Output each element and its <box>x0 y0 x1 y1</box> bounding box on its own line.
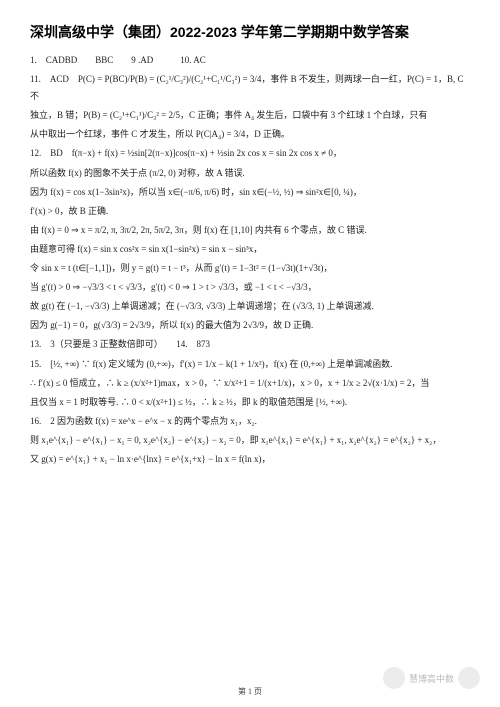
answer-row-12h: 当 g′(t) > 0 ⇒ −√3/3 < t < √3/3，g′(t) < 0… <box>30 279 470 296</box>
answer-row-12d: f′(x) > 0，故 B 正确. <box>30 203 470 220</box>
answer-row-13-14: 13. 3（只要是 3 正整数倍即可） 14. 873 <box>30 336 470 353</box>
q12-text9: 故 g(t) 在 (−1, −√3/3) 上单调递减；在 (−√3/3, √3/… <box>30 301 374 311</box>
page-title: 深圳高级中学（集团）2022-2023 学年第二学期期中数学答案 <box>30 22 470 42</box>
answer-row-11c: 从中取出一个红球，事件 C 才发生，所以 P(C|A₄) = 3/4，D 正确。 <box>30 126 470 143</box>
q11-text2: 独立，B 错；P(B) = (C₂¹+C₁¹)/C₃² = 2/5，C 正确；事… <box>30 110 427 120</box>
q12-text7: 令 sin x = t (t∈[−1,1])，则 y = g(t) = t − … <box>30 263 332 273</box>
answer-row-16c: 又 g(x) = e^{x₁} + x₁ − ln x·e^{lnx} = e^… <box>30 451 470 468</box>
answer-row-12i: 故 g(t) 在 (−1, −√3/3) 上单调递减；在 (−√3/3, √3/… <box>30 298 470 315</box>
q12-text2: 所以函数 f(x) 的图象不关于点 (π/2, 0) 对称，故 A 错误. <box>30 168 245 178</box>
answer-row-16b: 则 x₁e^{x₁} − e^{x₁} − x₁ = 0, x₂e^{x₂} −… <box>30 432 470 449</box>
answer-page: 深圳高级中学（集团）2022-2023 学年第二学期期中数学答案 1. CADB… <box>0 0 500 707</box>
q11-text3: 从中取出一个红球，事件 C 才发生，所以 P(C|A₄) = 3/4，D 正确。 <box>30 129 290 139</box>
answer-row-12c: 因为 f(x) = cos x(1−3sin²x)，所以当 x∈(−π/6, π… <box>30 184 470 201</box>
answer-row-1: 1. CADBD BBC 9 .AD 10. AC <box>30 52 470 69</box>
watermark-text: 慧博高中数 <box>409 672 454 685</box>
q1-5: 1. CADBD BBC 9 .AD 10. AC <box>30 55 206 65</box>
answer-row-15c: 且仅当 x = 1 时取等号. ∴ 0 < x/(x²+1) ≤ ½，∴ k ≥… <box>30 394 470 411</box>
answer-row-12e: 由 f(x) = 0 ⇒ x = π/2, π, 3π/2, 2π, 5π/2,… <box>30 222 470 239</box>
watermark-icon <box>383 667 405 689</box>
watermark-icon-2 <box>458 667 480 689</box>
answer-row-12a: 12. BD f(π−x) + f(x) = ½sin[2(π−x)]cos(π… <box>30 145 470 162</box>
answer-row-12f: 由题意可得 f(x) = sin x cos²x = sin x(1−sin²x… <box>30 241 470 258</box>
q12-text4: f′(x) > 0，故 B 正确. <box>30 206 108 216</box>
answer-row-11b: 独立，B 错；P(B) = (C₂¹+C₁¹)/C₃² = 2/5，C 正确；事… <box>30 107 470 124</box>
answer-row-15a: 15. [½, +∞) ∵ f(x) 定义域为 (0,+∞)，f′(x) = 1… <box>30 356 470 373</box>
q13-14-text: 13. 3（只要是 3 正整数倍即可） 14. 873 <box>30 339 210 349</box>
q12-text5: 由 f(x) = 0 ⇒ x = π/2, π, 3π/2, 2π, 5π/2,… <box>30 225 367 235</box>
q11-text: 11. ACD P(C) = P(BC)/P(B) = (C₂¹/C₃²)/(C… <box>30 74 464 101</box>
answer-row-16a: 16. 2 因为函数 f(x) = xe^x − e^x − x 的两个零点为 … <box>30 413 470 430</box>
q16-text2: 则 x₁e^{x₁} − e^{x₁} − x₁ = 0, x₂e^{x₂} −… <box>30 435 441 445</box>
answer-row-12g: 令 sin x = t (t∈[−1,1])，则 y = g(t) = t − … <box>30 260 470 277</box>
answer-row-11a: 11. ACD P(C) = P(BC)/P(B) = (C₂¹/C₃²)/(C… <box>30 71 470 105</box>
q16-text3: 又 g(x) = e^{x₁} + x₁ − ln x·e^{lnx} = e^… <box>30 454 271 464</box>
q15-text3: 且仅当 x = 1 时取等号. ∴ 0 < x/(x²+1) ≤ ½，∴ k ≥… <box>30 397 347 407</box>
q12-text6: 由题意可得 f(x) = sin x cos²x = sin x(1−sin²x… <box>30 244 262 254</box>
q12-text8: 当 g′(t) > 0 ⇒ −√3/3 < t < √3/3，g′(t) < 0… <box>30 282 317 292</box>
q16-text: 16. 2 因为函数 f(x) = xe^x − e^x − x 的两个零点为 … <box>30 416 257 426</box>
q15-text2: ∴ f′(x) ≤ 0 恒成立，∴ k ≥ (x/x²+1)max，x > 0，… <box>30 378 429 388</box>
answer-row-12b: 所以函数 f(x) 的图象不关于点 (π/2, 0) 对称，故 A 错误. <box>30 165 470 182</box>
q15-text: 15. [½, +∞) ∵ f(x) 定义域为 (0,+∞)，f′(x) = 1… <box>30 359 392 369</box>
q12-text3: 因为 f(x) = cos x(1−3sin²x)，所以当 x∈(−π/6, π… <box>30 187 362 197</box>
watermark: 慧博高中数 <box>383 667 480 689</box>
q12-text: 12. BD f(π−x) + f(x) = ½sin[2(π−x)]cos(π… <box>30 148 342 158</box>
q12-text10: 因为 g(−1) = 0，g(√3/3) = 2√3/9，所以 f(x) 的最大… <box>30 320 313 330</box>
answer-row-12j: 因为 g(−1) = 0，g(√3/3) = 2√3/9，所以 f(x) 的最大… <box>30 317 470 334</box>
answer-row-15b: ∴ f′(x) ≤ 0 恒成立，∴ k ≥ (x/x²+1)max，x > 0，… <box>30 375 470 392</box>
